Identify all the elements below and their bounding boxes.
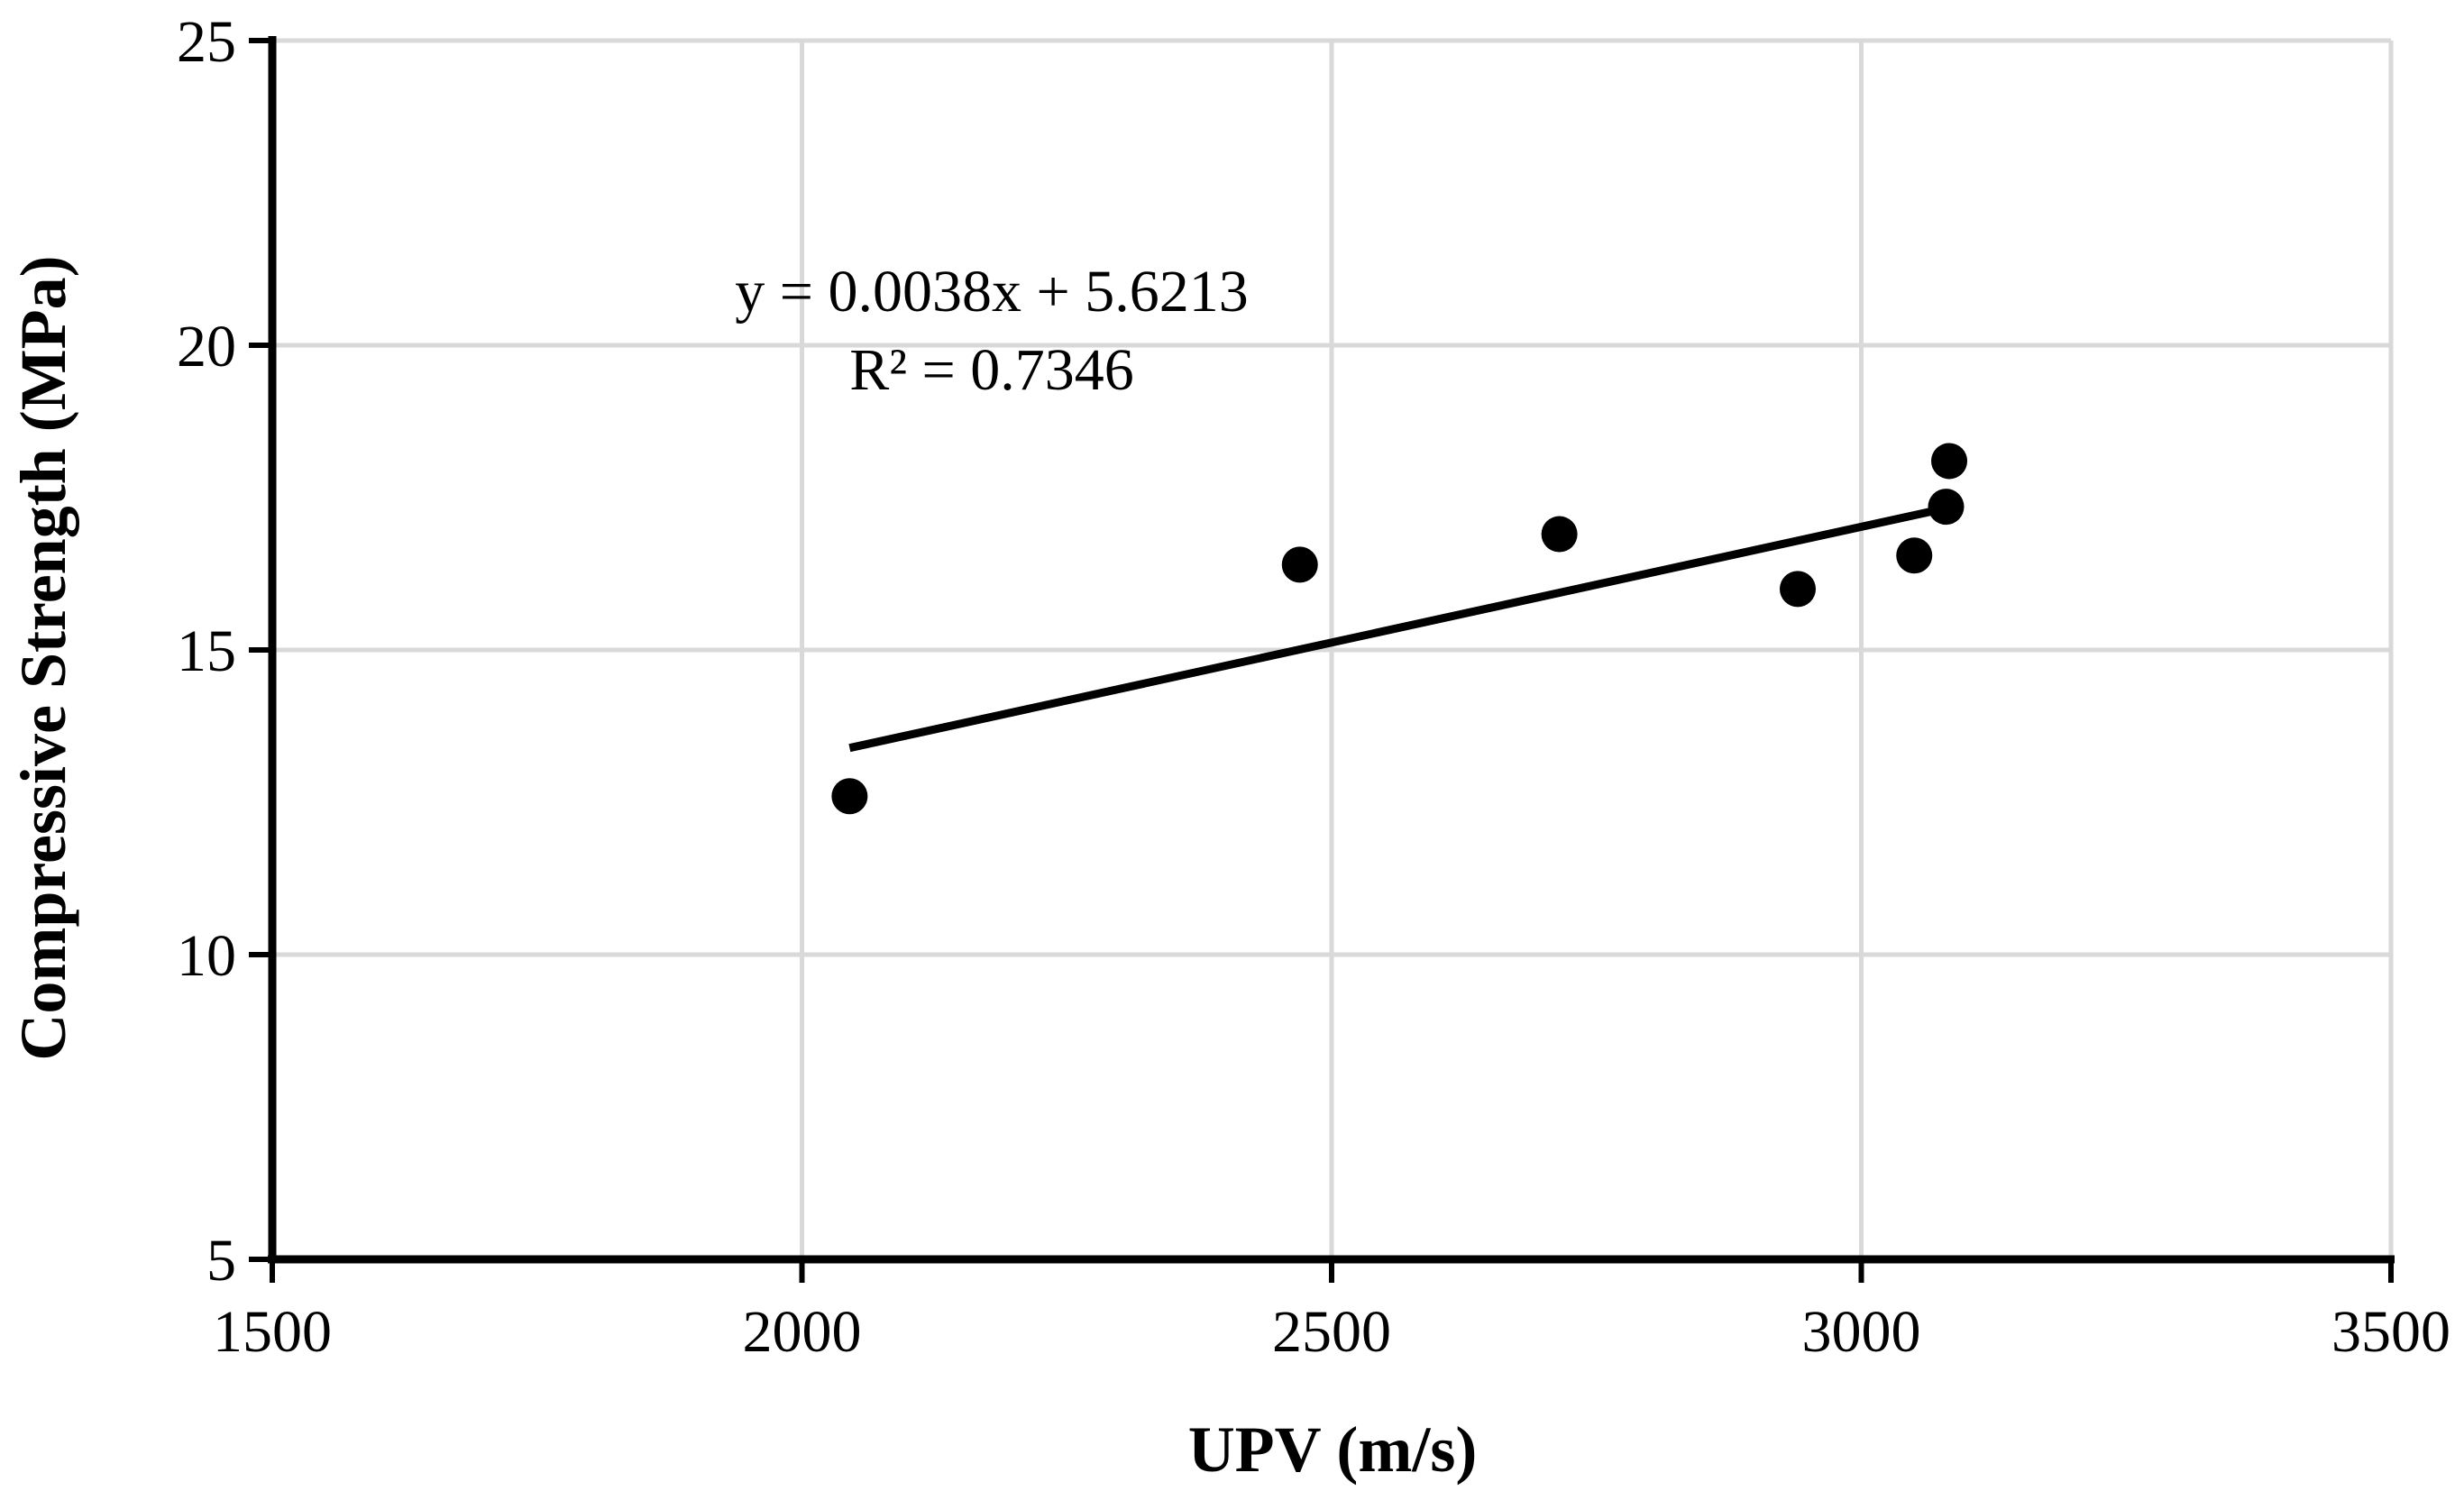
y-tick-label-25: 25 — [177, 9, 236, 75]
trendline-equation: y = 0.0038x + 5.6213 — [735, 259, 1248, 325]
data-point-2 — [1281, 546, 1318, 583]
trendline — [848, 503, 1950, 753]
data-point-7 — [1931, 443, 1968, 480]
x-tick-label-2500: 2500 — [1272, 1299, 1391, 1365]
tick-labels: 5 10 15 20 25 1500 2000 2500 3000 3500 — [177, 9, 2450, 1365]
y-tick-label-15: 15 — [177, 618, 236, 684]
x-tick-label-3500: 3500 — [2331, 1299, 2450, 1365]
y-axis-title: Compressive Strength (MPa) — [7, 255, 79, 1060]
data-point-1 — [831, 778, 868, 815]
y-tick-label-5: 5 — [206, 1228, 236, 1294]
data-point-4 — [1780, 571, 1816, 608]
trendline-layer — [848, 503, 1950, 753]
axes — [249, 36, 2395, 1283]
grid-lines — [272, 38, 2394, 1259]
y-tick-label-20: 20 — [177, 314, 236, 380]
x-tick-label-1500: 1500 — [213, 1299, 332, 1365]
x-axis-title: UPV (m/s) — [1188, 1413, 1478, 1486]
data-points — [831, 443, 1968, 815]
data-point-3 — [1541, 516, 1578, 553]
data-point-5 — [1896, 537, 1933, 574]
y-tick-label-10: 10 — [177, 923, 236, 989]
trendline-r-squared: R² = 0.7346 — [849, 337, 1134, 403]
x-tick-label-2000: 2000 — [743, 1299, 862, 1365]
data-point-6 — [1928, 489, 1965, 526]
x-tick-label-3000: 3000 — [1802, 1299, 1921, 1365]
